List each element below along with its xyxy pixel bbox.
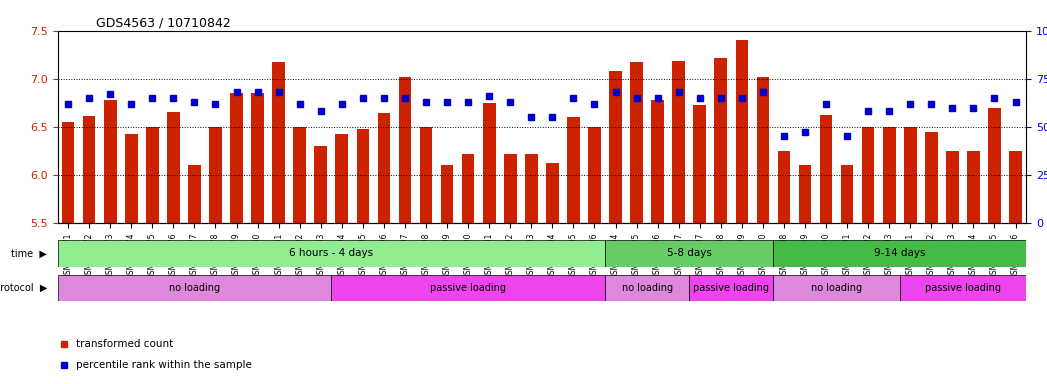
Bar [547,163,559,223]
Bar [399,77,411,223]
Bar [799,165,811,223]
Text: 9-14 days: 9-14 days [874,248,926,258]
Bar [967,151,980,223]
FancyBboxPatch shape [774,240,1026,267]
Bar [736,40,749,223]
Bar [104,100,116,223]
Bar [293,127,306,223]
Bar [251,93,264,223]
Bar [778,151,790,223]
Text: GDS4563 / 10710842: GDS4563 / 10710842 [96,17,231,30]
Bar [672,61,685,223]
Bar [693,104,706,223]
Bar [483,103,495,223]
Bar [988,108,1001,223]
Text: protocol  ▶: protocol ▶ [0,283,47,293]
FancyBboxPatch shape [605,275,689,301]
Text: passive loading: passive loading [925,283,1001,293]
Bar [314,146,327,223]
Bar [335,134,348,223]
Bar [272,63,285,223]
Bar [146,127,159,223]
Bar [83,116,95,223]
Bar [841,165,853,223]
Bar [946,151,959,223]
Bar [567,117,580,223]
Bar [62,122,74,223]
Bar [630,63,643,223]
FancyBboxPatch shape [58,275,331,301]
Text: no loading: no loading [811,283,862,293]
Text: 6 hours - 4 days: 6 hours - 4 days [289,248,374,258]
Text: no loading: no loading [622,283,672,293]
FancyBboxPatch shape [605,240,774,267]
Bar [188,165,201,223]
Text: percentile rank within the sample: percentile rank within the sample [76,360,252,370]
Bar [757,77,770,223]
Text: transformed count: transformed count [76,339,174,349]
Bar [609,71,622,223]
Bar [125,134,137,223]
Bar [168,112,180,223]
Bar [378,113,391,223]
Bar [714,58,727,223]
Text: time  ▶: time ▶ [12,248,47,258]
FancyBboxPatch shape [774,275,899,301]
FancyBboxPatch shape [689,275,774,301]
Bar [230,93,243,223]
Bar [904,127,916,223]
Bar [504,154,516,223]
FancyBboxPatch shape [899,275,1026,301]
Bar [462,154,474,223]
Bar [925,132,938,223]
Bar [525,154,537,223]
Bar [651,100,664,223]
Bar [357,129,370,223]
Text: passive loading: passive loading [430,283,506,293]
Text: 5-8 days: 5-8 days [667,248,712,258]
Bar [209,127,222,223]
FancyBboxPatch shape [331,275,605,301]
Bar [862,127,874,223]
Bar [820,115,832,223]
Bar [420,127,432,223]
Bar [883,127,895,223]
Text: no loading: no loading [169,283,220,293]
Bar [588,127,601,223]
Bar [441,165,453,223]
Text: passive loading: passive loading [693,283,770,293]
Bar [1009,151,1022,223]
FancyBboxPatch shape [58,240,605,267]
